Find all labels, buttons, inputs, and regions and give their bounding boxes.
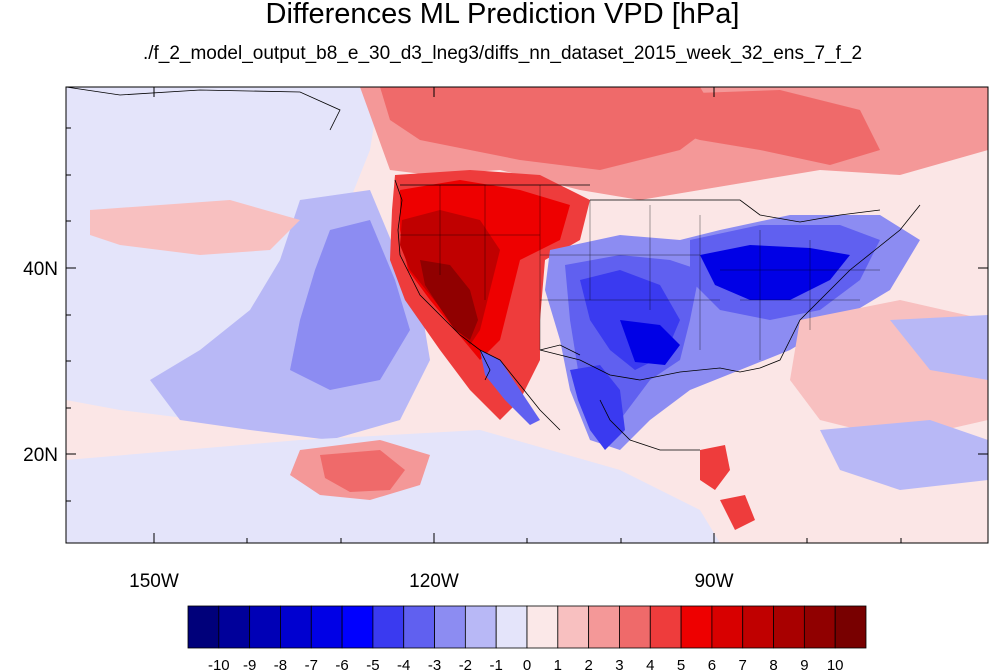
colorbar-swatch [464,605,497,649]
colorbar-swatch [403,605,435,649]
lat-tick-label: 40N [23,259,58,280]
colorbar-swatch [526,605,559,649]
colorbar-label: -6 [335,657,348,672]
pacific-negative-core [290,220,410,390]
map-plot-area [66,87,988,543]
central-america-positive [700,445,730,490]
lon-tick-label: 120W [409,571,459,592]
colorbar-swatch [588,605,620,649]
colorbar-swatch [372,605,405,649]
colorbar-swatch [280,605,312,649]
colorbar-swatch [495,605,528,649]
map-subtitle: ./f_2_model_output_b8_e_30_d3_lneg3/diff… [142,43,863,64]
north-positive-core [380,87,720,170]
colorbar-label: -3 [428,657,441,672]
colorbar-swatch [341,605,374,649]
colorbar-label: 8 [769,657,777,672]
pacific-positive-north [90,200,300,255]
colorbar-swatch [834,605,867,649]
colorbar-label: 9 [800,657,808,672]
colorbar: -10 -9 -8 -7 -6 -5 -4 -3 -2 -1 0 1 2 3 4 5 6 7 8 9 10 [187,605,867,672]
colorbar-label: 10 [827,657,844,672]
colorbar-label: -4 [397,657,410,672]
colorbar-label: -8 [274,657,287,672]
colorbar-label: 0 [523,657,531,672]
pacific-positive-south-core [320,450,405,492]
axis-ticks [66,87,988,543]
colorbar-swatch [711,605,744,649]
southern-plains-negative [620,320,680,365]
colorbar-swatch [434,605,466,649]
colorbar-label: 7 [739,657,747,672]
colorbar-swatch [187,605,220,649]
colorbar-label: 5 [677,657,685,672]
colorbar-swatch [310,605,343,649]
map-title: Differences ML Prediction VPD [hPa] [265,0,740,30]
colorbar-swatch [249,605,281,649]
colorbar-label: -2 [459,657,472,672]
caribbean-negative [820,420,988,490]
coastlines [66,87,921,451]
colorbar-swatch [773,605,805,649]
central-america-positive-south [720,495,755,530]
colorbar-swatch [619,605,651,649]
northeast-positive-core [640,90,880,165]
colorbar-label: -9 [243,657,256,672]
colorbar-swatch [803,605,836,649]
colorbar-swatch [742,605,774,649]
lat-tick-label: 20N [23,445,58,466]
colorbar-label: 6 [708,657,716,672]
atlantic-negative [890,315,988,380]
colorbar-label: -1 [490,657,503,672]
state-borders [400,185,880,360]
lon-tick-label: 90W [694,571,733,592]
colorbar-label: 4 [646,657,654,672]
colorbar-swatch [649,605,682,649]
lon-tick-label: 150W [129,571,179,592]
colorbar-label: 1 [554,657,562,672]
colorbar-swatch [218,605,251,649]
colorbar-label: 3 [615,657,623,672]
colorbar-swatch [557,605,590,649]
mexico-negative [570,365,625,450]
colorbar-swatch [680,605,713,649]
colorbar-label: 2 [584,657,592,672]
colorbar-label: -10 [208,657,230,672]
colorbar-label: -5 [366,657,379,672]
great-lakes-negative-core [700,245,850,300]
baja-negative [480,350,540,425]
west-us-positive-max [420,260,478,340]
colorbar-label: -7 [305,657,318,672]
